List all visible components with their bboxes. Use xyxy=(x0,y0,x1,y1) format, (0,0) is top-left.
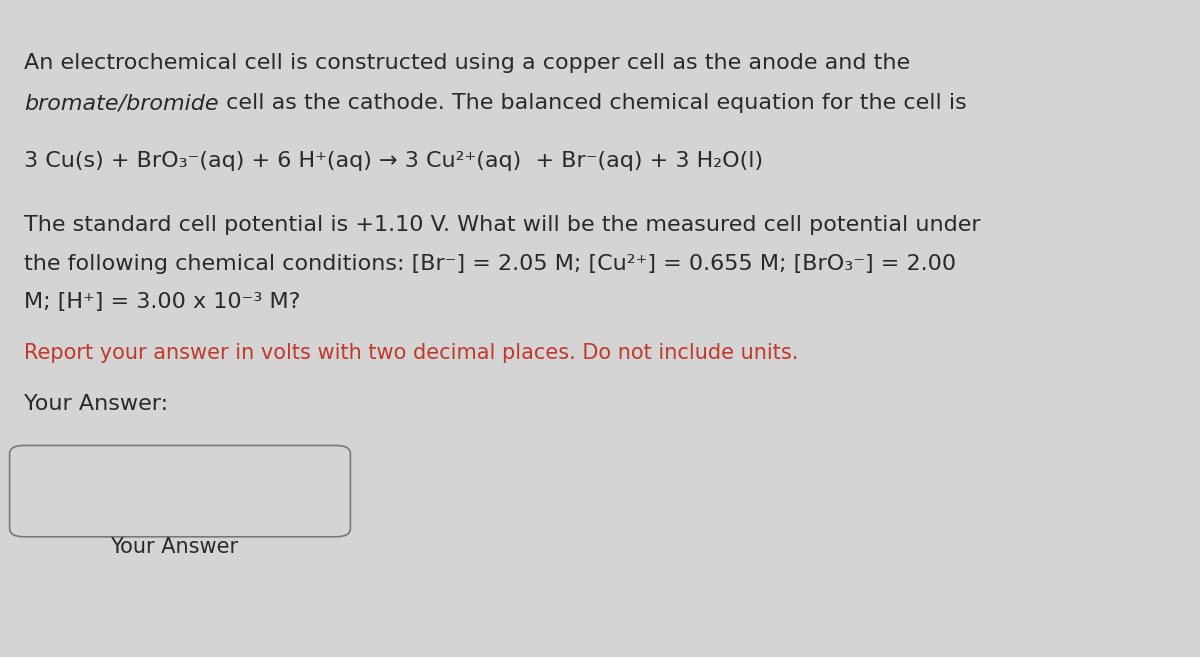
Text: bromate/bromide: bromate/bromide xyxy=(24,93,218,113)
Text: An electrochemical cell is constructed using a copper cell as the anode and the: An electrochemical cell is constructed u… xyxy=(24,53,910,72)
Text: The standard cell potential is +1.10 V. What will be the measured cell potential: The standard cell potential is +1.10 V. … xyxy=(24,215,980,235)
FancyBboxPatch shape xyxy=(10,445,350,537)
Text: cell as the cathode. The balanced chemical equation for the cell is: cell as the cathode. The balanced chemic… xyxy=(218,93,966,113)
Text: the following chemical conditions: [Br⁻] = 2.05 M; [Cu²⁺] = 0.655 M; [BrO₃⁻] = 2: the following chemical conditions: [Br⁻]… xyxy=(24,254,956,273)
Text: Report your answer in volts with two decimal places. Do not include units.: Report your answer in volts with two dec… xyxy=(24,343,798,363)
Text: M; [H⁺] = 3.00 x 10⁻³ M?: M; [H⁺] = 3.00 x 10⁻³ M? xyxy=(24,292,300,312)
Text: Your Answer:: Your Answer: xyxy=(24,394,168,414)
Text: Your Answer: Your Answer xyxy=(110,537,239,557)
Text: 3 Cu(s) + BrO₃⁻(aq) + 6 H⁺(aq) → 3 Cu²⁺(aq)  + Br⁻(aq) + 3 H₂O(l): 3 Cu(s) + BrO₃⁻(aq) + 6 H⁺(aq) → 3 Cu²⁺(… xyxy=(24,151,763,171)
